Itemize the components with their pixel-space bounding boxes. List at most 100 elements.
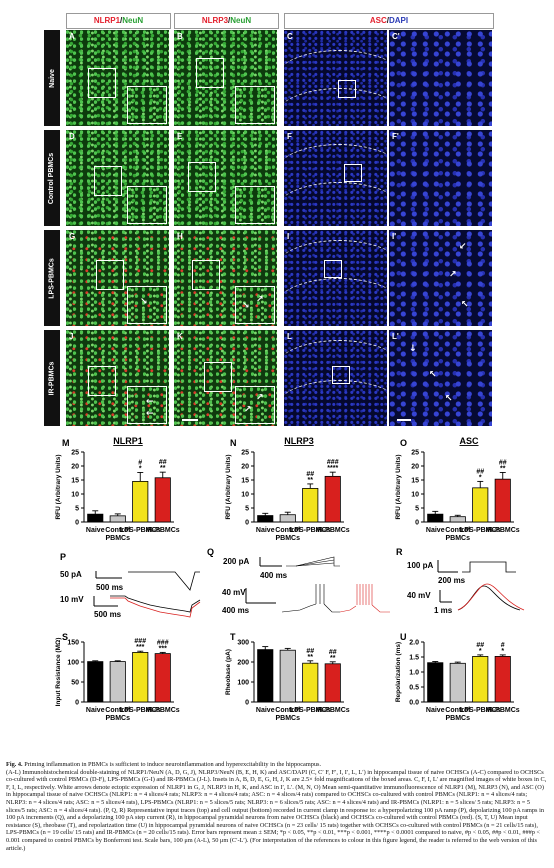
boxed-area — [332, 366, 350, 384]
panel-letter: C — [287, 32, 293, 41]
trace-time-label: 400 ms — [222, 606, 250, 615]
boxed-area — [94, 166, 122, 196]
panel-letter: G — [69, 232, 76, 241]
panel-h: H ↘ ↗ — [174, 230, 277, 326]
panel-j: J ← ← — [66, 330, 169, 426]
header-green-label: NeuN — [122, 16, 144, 25]
arrow-icon: ↖ — [429, 370, 437, 380]
panel-i: I — [284, 230, 387, 326]
header-separator: / — [228, 16, 231, 25]
header-separator: / — [120, 16, 123, 25]
panel-letter: H — [177, 232, 183, 241]
trace-scale-label: 100 pA — [407, 561, 433, 570]
dashed-boundary — [284, 50, 387, 111]
header-separator: / — [386, 16, 389, 25]
magnified-inset — [127, 86, 167, 124]
dashed-boundary — [284, 88, 387, 126]
arrow-icon: ↓ — [409, 344, 417, 354]
magnified-inset: ↗ ↗ — [235, 386, 275, 424]
trace-scale-label: 10 mV — [60, 595, 84, 604]
panel-g: G ↘ — [66, 230, 169, 326]
row-label-control: Control PBMCs — [44, 130, 60, 226]
boxed-area — [204, 362, 232, 392]
arrow-icon: ↗ — [256, 295, 264, 305]
output-trace-ir — [110, 597, 201, 618]
boxed-area — [344, 164, 362, 182]
panel-c-prime: C' — [389, 30, 492, 126]
trace-time-label: 200 ms — [438, 576, 466, 585]
panel-i-prime: I' ↙ ↗ ↖ — [389, 230, 492, 326]
header-blue-label: DAPI — [389, 16, 409, 25]
dashed-boundary — [284, 240, 387, 301]
panel-k: K ↗ ↗ — [174, 330, 277, 426]
panel-letter: L' — [392, 332, 399, 341]
magnified-inset — [235, 86, 275, 124]
magnified-inset — [235, 186, 275, 224]
arrow-icon: ← — [146, 397, 154, 407]
panel-d: D — [66, 130, 169, 226]
boxed-area — [88, 366, 116, 396]
dashed-boundary — [284, 380, 387, 426]
arrow-icon: ↗ — [244, 405, 252, 415]
trace-scale-label: 50 pA — [60, 570, 82, 579]
magnified-inset — [127, 186, 167, 224]
panel-l: L — [284, 330, 387, 426]
trace-scale-label: 40 mV — [407, 591, 431, 600]
trace-time-label: 1 ms — [434, 606, 453, 615]
panel-letter-r: R — [396, 547, 403, 557]
output-trace-naive — [457, 585, 521, 611]
magnified-inset: ← ← — [127, 386, 167, 424]
arrow-icon: ↖ — [461, 300, 469, 310]
panel-letter: I' — [392, 232, 397, 241]
dashed-boundary — [284, 278, 387, 326]
caption-title: Priming inflammation in PBMCs is suffici… — [24, 761, 322, 768]
output-trace-naive — [110, 595, 201, 613]
caption-body: (A-L) Immunohistochemical double-stainin… — [6, 768, 547, 852]
boxed-area — [338, 80, 356, 98]
panel-letter: F — [287, 132, 292, 141]
output-trace-naive — [281, 584, 340, 613]
panel-letter: J — [69, 332, 74, 341]
panel-f-prime: F' — [389, 130, 492, 226]
panel-letter: K — [177, 332, 183, 341]
panel-letter-q: Q — [207, 547, 214, 557]
magnified-inset: ↘ — [127, 286, 167, 324]
boxed-area — [188, 162, 216, 192]
panel-l-prime: L' ↓ ↖ ↖ — [389, 330, 492, 426]
header-red-label: ASC — [369, 16, 387, 25]
output-trace-ir — [339, 584, 390, 613]
boxed-area — [196, 58, 224, 88]
row-label-naive: Naive — [44, 30, 60, 126]
ramp-trace — [295, 559, 335, 567]
panel-letter: B — [177, 32, 183, 41]
trace-scale-label: 40 mV — [222, 588, 246, 597]
panel-c: C — [284, 30, 387, 126]
header-red-label: NLRP1 — [93, 16, 121, 25]
input-trace — [128, 571, 200, 591]
magnified-inset: ↘ ↗ — [235, 286, 275, 324]
trace-time-label: 400 ms — [260, 571, 288, 580]
dashed-boundary — [284, 182, 387, 226]
trace-time-label: 500 ms — [96, 583, 124, 592]
arrow-icon: ↙ — [459, 242, 467, 252]
step-trace — [462, 561, 516, 573]
header-red-label: NLRP3 — [201, 16, 229, 25]
trace-time-label: 500 ms — [94, 610, 122, 619]
dashed-boundary — [284, 340, 387, 401]
arrow-icon: ↘ — [140, 297, 148, 307]
arrow-icon: ↗ — [256, 393, 264, 403]
boxed-area — [88, 68, 116, 98]
boxed-area — [96, 260, 124, 290]
column-header-nlrp1: NLRP1/NeuN — [66, 13, 171, 29]
ramp-trace — [286, 556, 340, 567]
panel-letter: I — [287, 232, 290, 241]
panel-a: A — [66, 30, 169, 126]
arrow-icon: ↖ — [445, 394, 453, 404]
arrow-icon: ← — [146, 409, 154, 419]
scale-bar — [182, 419, 198, 421]
figure-caption: Fig. 4. Priming inflammation in PBMCs is… — [6, 761, 548, 852]
arrow-icon: ↗ — [449, 270, 457, 280]
dashed-boundary — [284, 144, 387, 205]
